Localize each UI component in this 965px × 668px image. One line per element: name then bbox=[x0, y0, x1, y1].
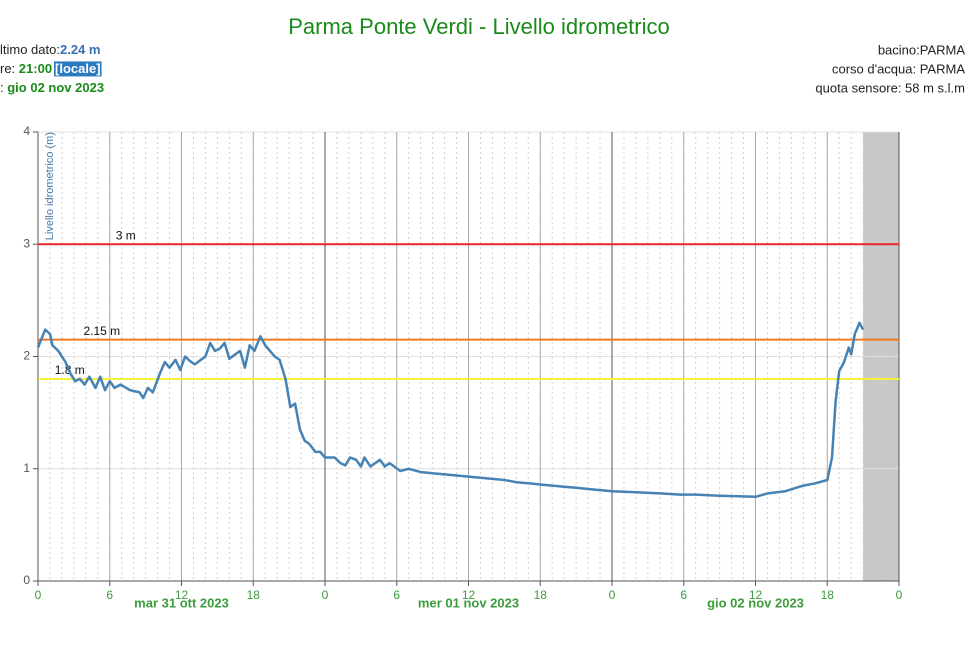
info-part: : bbox=[0, 80, 7, 95]
x-tick-label: 12 bbox=[749, 588, 763, 602]
info-part: 21:00 bbox=[19, 61, 52, 76]
x-tick-label: 12 bbox=[462, 588, 476, 602]
info-right: bacino:PARMA bbox=[878, 42, 965, 57]
info-part: re: bbox=[0, 61, 19, 76]
threshold-label: 3 m bbox=[116, 228, 136, 242]
y-tick-label: 2 bbox=[23, 349, 30, 363]
info-right: quota sensore: 58 m s.l.m bbox=[815, 80, 965, 95]
y-axis-label: Livello idrometrico (m) bbox=[44, 132, 56, 240]
y-tick-label: 0 bbox=[23, 573, 30, 587]
x-tick-label: 18 bbox=[247, 588, 261, 602]
day-label: mar 31 ott 2023 bbox=[134, 595, 229, 610]
info-line: re: 21:00 [locale] bbox=[0, 61, 101, 76]
series-line bbox=[36, 321, 865, 499]
y-tick-label: 4 bbox=[23, 124, 30, 138]
x-tick-label: 0 bbox=[35, 588, 42, 602]
info-line: : gio 02 nov 2023 bbox=[0, 80, 104, 95]
x-tick-label: 6 bbox=[680, 588, 687, 602]
x-tick-label: 18 bbox=[534, 588, 548, 602]
x-tick-label: 12 bbox=[175, 588, 189, 602]
x-tick-label: 6 bbox=[393, 588, 400, 602]
x-tick-label: 0 bbox=[322, 588, 329, 602]
x-tick-label: 0 bbox=[609, 588, 616, 602]
info-part: [locale] bbox=[55, 61, 101, 76]
threshold-label: 2.15 m bbox=[83, 324, 120, 338]
info-part: 2.24 m bbox=[60, 42, 100, 57]
day-label: mer 01 nov 2023 bbox=[418, 595, 519, 610]
chart-title: Parma Ponte Verdi - Livello idrometrico bbox=[288, 14, 670, 39]
y-tick-label: 1 bbox=[23, 461, 30, 475]
x-tick-label: 6 bbox=[106, 588, 113, 602]
badge-bg bbox=[54, 61, 102, 77]
info-part: ltimo dato: bbox=[0, 42, 60, 57]
y-tick-label: 3 bbox=[23, 236, 30, 250]
day-label: gio 02 nov 2023 bbox=[707, 595, 804, 610]
info-line: ltimo dato:2.24 m bbox=[0, 42, 100, 57]
info-right: corso d'acqua: PARMA bbox=[832, 61, 965, 76]
x-tick-label: 18 bbox=[821, 588, 835, 602]
info-part: gio 02 nov 2023 bbox=[7, 80, 104, 95]
x-tick-label: 0 bbox=[896, 588, 903, 602]
